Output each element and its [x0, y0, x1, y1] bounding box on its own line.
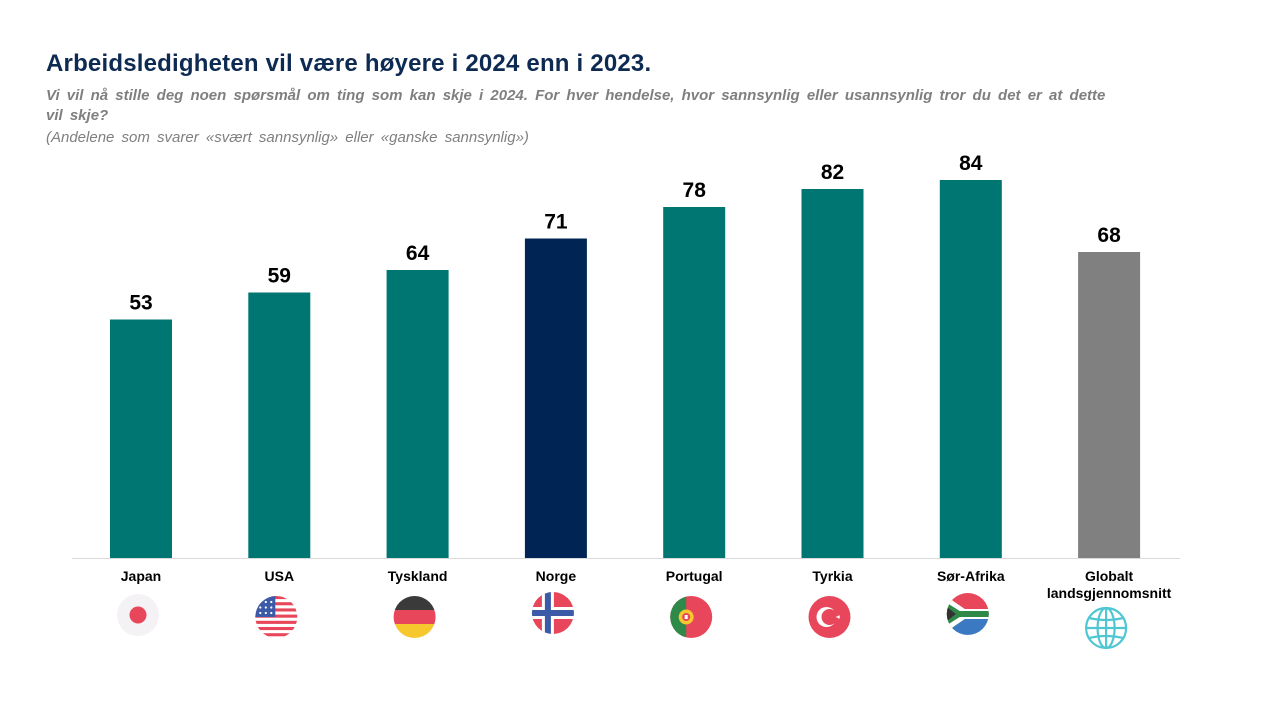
turkey-flag-icon [808, 596, 851, 638]
x-tick-label: Tyrkia [812, 568, 852, 584]
norway-flag-icon [531, 592, 574, 634]
x-tick-label: Portugal [666, 568, 723, 584]
data-label: 68 [1097, 224, 1121, 247]
bar-tyskland [386, 270, 449, 558]
chart-note: (Andelene som svarer «svært sannsynlig» … [46, 129, 529, 146]
data-label: 64 [406, 242, 430, 265]
x-tick-label: Tyskland [388, 568, 448, 584]
bar-portugal [663, 207, 726, 558]
data-label: 78 [683, 179, 707, 202]
x-tick-label: Norge [536, 568, 577, 584]
globe-icon [1084, 606, 1128, 650]
bar-tyrkia [801, 189, 864, 558]
chart-title: Arbeidsledigheten vil være høyere i 2024… [46, 50, 652, 77]
x-tick-label: Globalt landsgjennomsnitt [1047, 568, 1172, 601]
bar-japan [110, 319, 172, 558]
chart-subtitle: Vi vil nå stille deg noen spørsmål om ti… [46, 87, 1106, 124]
bar-norge [524, 238, 587, 558]
portugal-flag-icon [670, 596, 713, 638]
data-label: 84 [959, 152, 983, 175]
japan-flag-icon [117, 594, 159, 636]
data-label: 82 [821, 161, 844, 184]
bar-s-r-afrika [939, 180, 1002, 558]
bar-globalt-landsgjennomsnitt [1078, 252, 1141, 558]
germany-flag-icon [393, 596, 436, 638]
x-tick-label: Japan [121, 568, 161, 584]
x-tick-label: Sør-Afrika [937, 568, 1005, 584]
x-tick-label: USA [265, 568, 295, 584]
south-africa-flag-icon [946, 593, 989, 635]
bar-usa [248, 292, 311, 558]
data-label: 59 [268, 265, 291, 288]
data-label: 71 [544, 211, 568, 234]
usa-flag-icon [255, 596, 298, 638]
data-label: 53 [129, 292, 152, 315]
